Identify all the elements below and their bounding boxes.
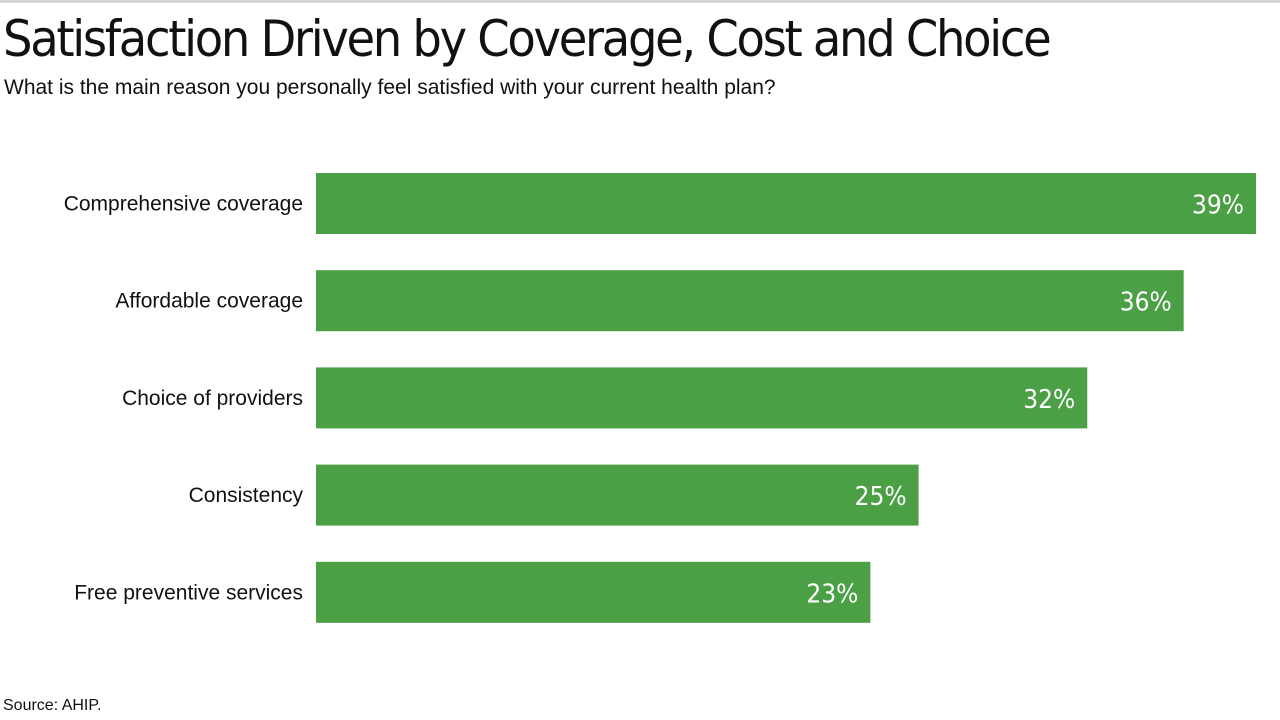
chart-subtitle: What is the main reason you personally f… [4,76,776,99]
chart-title: Satisfaction Driven by Coverage, Cost an… [3,10,1052,68]
value-label: 36% [1120,288,1172,318]
value-label: 39% [1192,191,1244,221]
bar-group: Consistency 25% [189,464,919,526]
category-label: Comprehensive coverage [64,193,303,216]
value-label: 32% [1023,385,1075,415]
bar-group: Free preventive services 23% [74,561,871,623]
bar [316,464,919,526]
top-border [0,0,1280,3]
bar-group: Comprehensive coverage 39% [64,173,1256,234]
category-label: Consistency [189,484,304,507]
source-note: Source: AHIP. [3,697,102,714]
bar [316,561,871,623]
category-label: Affordable coverage [115,290,303,313]
value-label: 23% [806,579,858,609]
bar-group: Affordable coverage 36% [115,270,1184,332]
value-label: 25% [855,482,907,512]
bar [316,367,1088,429]
category-label: Free preventive services [74,581,303,604]
bar-group: Choice of providers 32% [122,367,1088,429]
bar [316,173,1256,234]
category-label: Choice of providers [122,387,303,410]
bar [316,270,1184,332]
